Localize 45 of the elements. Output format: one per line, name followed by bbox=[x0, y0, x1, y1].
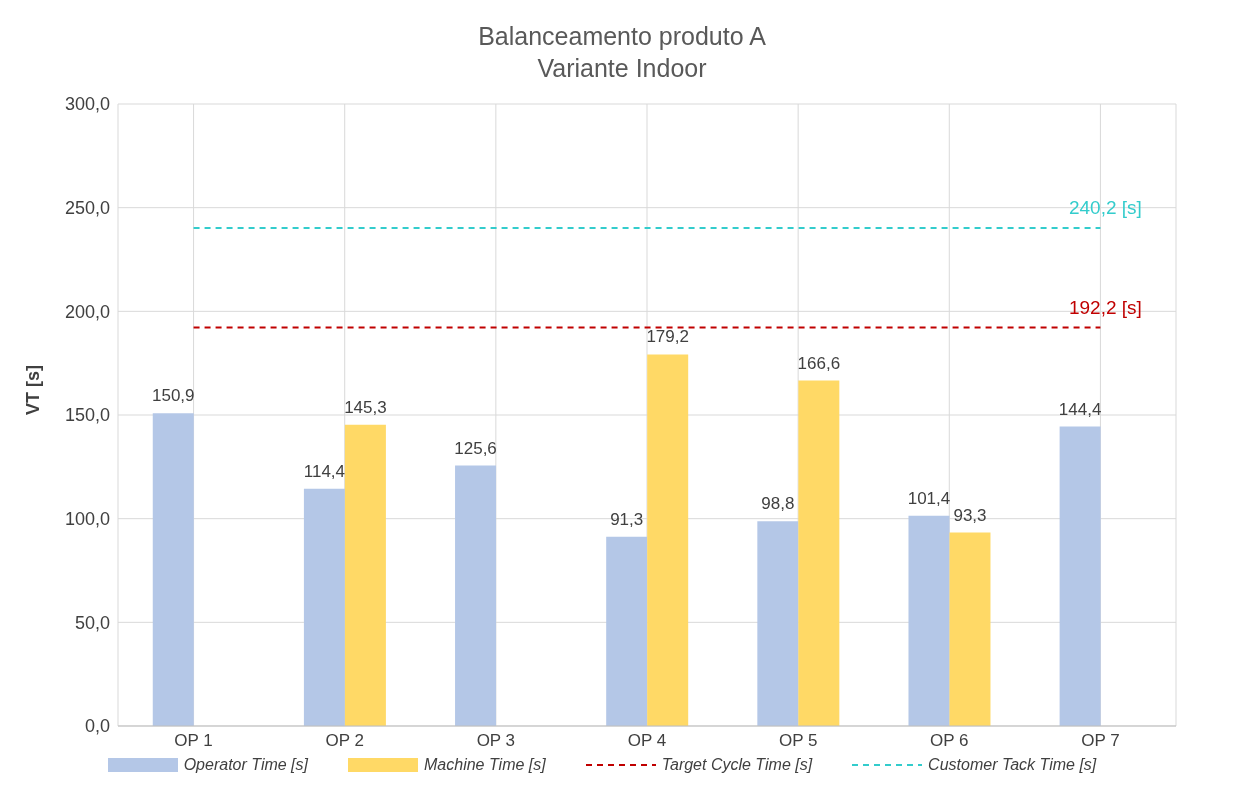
y-tick-label: 300,0 bbox=[64, 94, 110, 115]
data-label: 179,2 bbox=[646, 327, 689, 347]
annotation: 192,2 [s] bbox=[1068, 296, 1142, 318]
x-tick-label: OP 3 bbox=[476, 731, 516, 751]
x-tick-label: OP 2 bbox=[325, 731, 364, 751]
x-tick-label: OP 5 bbox=[778, 731, 818, 751]
data-label: 93,3 bbox=[953, 505, 987, 525]
legend-label: Target Cycle Time [s] bbox=[661, 756, 813, 774]
bar bbox=[303, 488, 345, 726]
bar bbox=[152, 413, 194, 726]
bar bbox=[1059, 426, 1101, 726]
bar bbox=[908, 515, 950, 726]
data-label: 145,3 bbox=[344, 397, 387, 417]
bar bbox=[455, 465, 497, 726]
legend-label: Customer Tack Time [s] bbox=[928, 756, 1097, 774]
y-tick-label: 200,0 bbox=[64, 301, 110, 322]
bar bbox=[344, 424, 386, 726]
chart-title: Balanceamento produto A bbox=[477, 21, 767, 52]
data-label: 98,8 bbox=[761, 494, 795, 514]
data-label: 144,4 bbox=[1058, 399, 1102, 419]
y-tick-label: 250,0 bbox=[64, 198, 110, 219]
annotation: 240,2 [s] bbox=[1068, 196, 1142, 218]
legend-label: Operator Time [s] bbox=[183, 756, 309, 774]
data-label: 166,6 bbox=[797, 353, 841, 373]
bar bbox=[798, 380, 840, 726]
legend-label: Machine Time [s] bbox=[424, 756, 546, 774]
y-axis-title: VT [s] bbox=[23, 364, 44, 415]
chart-subtitle: Variante Indoor bbox=[536, 53, 708, 84]
x-tick-label: OP 7 bbox=[1081, 731, 1120, 751]
data-label: 101,4 bbox=[907, 488, 951, 508]
x-tick-label: OP 6 bbox=[930, 731, 969, 751]
y-tick-label: 50,0 bbox=[74, 612, 110, 633]
bar bbox=[647, 354, 689, 726]
data-label: 91,3 bbox=[610, 509, 644, 529]
data-label: 125,6 bbox=[454, 438, 497, 458]
bar bbox=[757, 521, 799, 726]
bar bbox=[606, 536, 648, 726]
y-tick-label: 100,0 bbox=[64, 509, 110, 530]
data-label: 150,9 bbox=[151, 386, 195, 406]
data-label: 114,4 bbox=[303, 461, 346, 481]
y-tick-label: 0,0 bbox=[84, 716, 110, 737]
x-tick-label: OP 4 bbox=[627, 731, 667, 751]
y-tick-label: 150,0 bbox=[64, 405, 110, 426]
bar bbox=[949, 532, 991, 726]
x-tick-label: OP 1 bbox=[174, 731, 213, 751]
